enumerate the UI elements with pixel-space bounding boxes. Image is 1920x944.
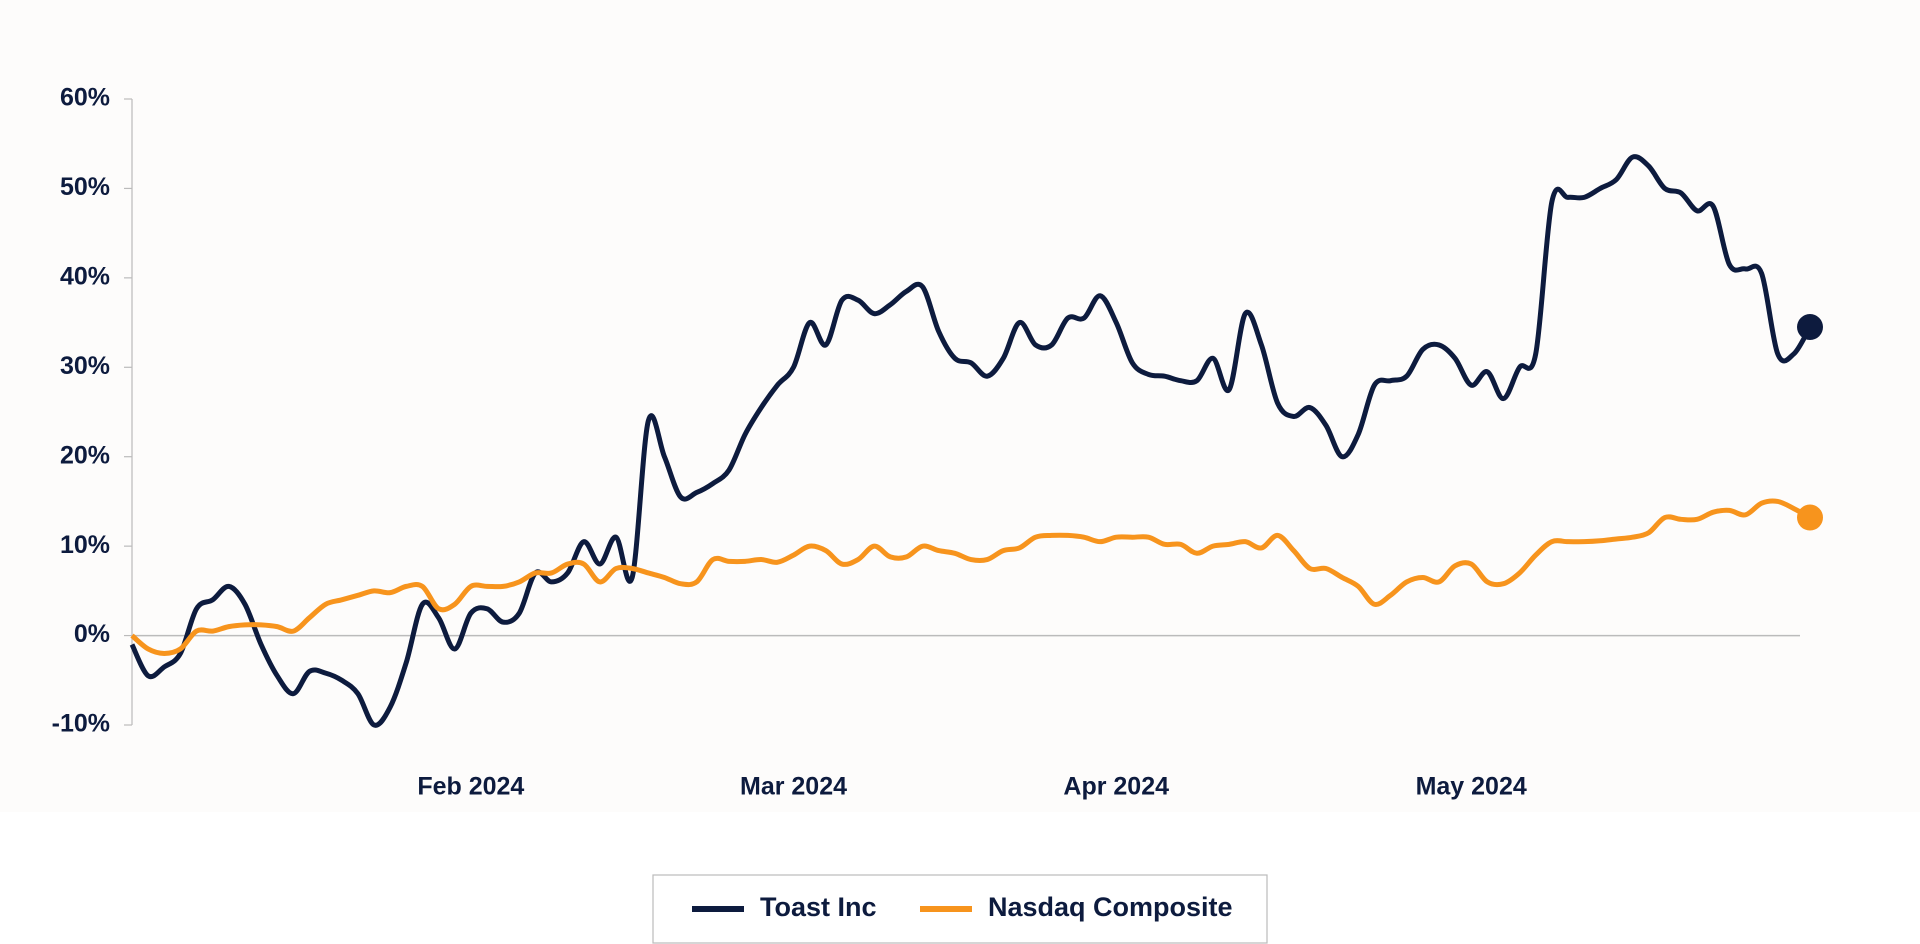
y-tick-label: 0% [74,620,110,648]
y-tick-label: 40% [60,262,110,290]
end-dot [1797,504,1823,531]
y-tick-label: 60% [60,84,110,112]
x-tick-label: Feb 2024 [417,773,524,801]
y-tick-label: 30% [60,352,110,380]
plot-background [0,0,1920,812]
x-tick-label: May 2024 [1416,773,1527,801]
end-dot [1797,314,1823,341]
y-tick-label: -10% [52,710,110,738]
y-tick-label: 50% [60,173,110,201]
x-tick-label: Apr 2024 [1063,773,1169,801]
legend-label: Nasdaq Composite [988,892,1233,922]
y-tick-label: 20% [60,441,110,469]
x-tick-label: Mar 2024 [740,773,847,801]
legend-label: Toast Inc [760,892,877,922]
y-tick-label: 10% [60,531,110,559]
series-line [129,154,1813,728]
series-line [130,498,1812,656]
